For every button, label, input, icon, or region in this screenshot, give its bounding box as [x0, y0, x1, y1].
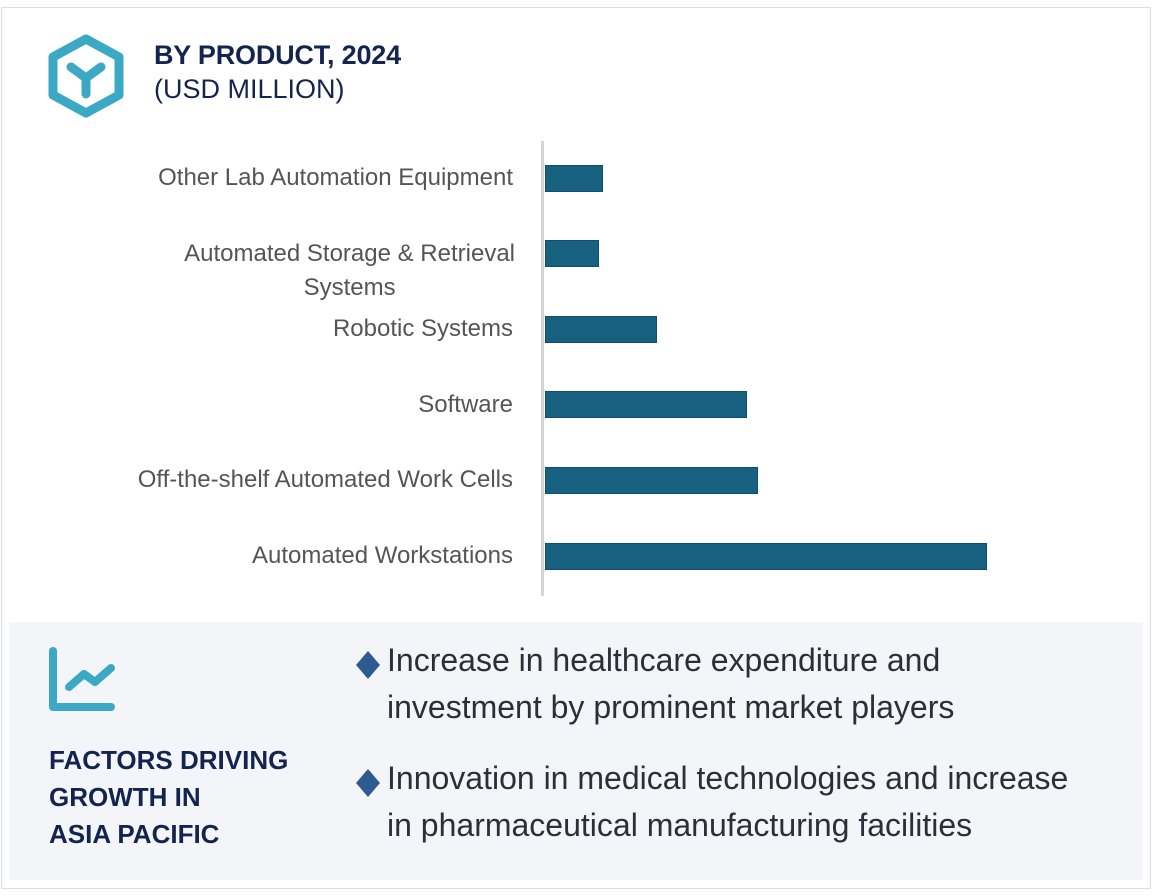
factor-bullet-line: Increase in healthcare expenditure and — [387, 642, 941, 678]
bar — [545, 240, 599, 268]
line-chart-trend-icon — [49, 647, 115, 711]
factors-title: FACTORS DRIVING GROWTH IN ASIA PACIFIC — [49, 742, 288, 853]
bar — [545, 466, 759, 494]
category-tick-label: Software — [418, 388, 513, 422]
factor-bullet-line: Innovation in medical technologies and i… — [387, 760, 1069, 796]
diamond-bullet-icon — [356, 769, 380, 797]
category-tick-label-line: Automated Storage & Retrieval — [184, 239, 515, 267]
category-tick-label-line: Robotic Systems — [332, 315, 513, 343]
factor-bullet-line: in pharmaceutical manufacturing faciliti… — [387, 807, 973, 843]
factor-bullet-line: investment by prominent market players — [387, 689, 955, 725]
factors-title-line: FACTORS DRIVING — [49, 745, 289, 775]
category-tick-label: Automated Storage & Retrieval Systems — [184, 237, 515, 305]
factor-bullet-text: Innovation in medical technologies and i… — [387, 755, 1068, 849]
bar — [545, 542, 987, 570]
category-tick-label-line: Other Lab Automation Equipment — [158, 164, 513, 191]
category-tick-label-line: Systems — [303, 273, 396, 301]
factor-bullet-text: Increase in healthcare expenditure and i… — [387, 637, 954, 731]
factors-panel — [9, 622, 1143, 880]
category-tick-label: Other Lab Automation Equipment — [158, 161, 513, 195]
category-tick-label: Automated Workstations — [252, 539, 513, 573]
category-tick-label-line: Automated Workstations — [251, 542, 513, 569]
factors-title-line: ASIA PACIFIC — [49, 819, 220, 849]
category-tick-label-line: Software — [418, 390, 513, 418]
category-tick-label-line: Off-the-shelf Automated Work Cells — [137, 466, 513, 494]
bar — [545, 391, 747, 419]
chart-subtitle: (USD MILLION) — [154, 74, 345, 104]
hexagon-y-icon — [48, 34, 124, 118]
category-axis-line — [541, 141, 544, 596]
bar — [545, 315, 657, 343]
category-tick-label: Robotic Systems — [333, 312, 513, 346]
bar — [545, 164, 603, 192]
category-tick-label: Off-the-shelf Automated Work Cells — [138, 463, 513, 497]
diamond-bullet-icon — [356, 651, 380, 679]
chart-title: BY PRODUCT, 2024 — [154, 40, 401, 70]
factors-title-line: GROWTH IN — [49, 782, 201, 812]
